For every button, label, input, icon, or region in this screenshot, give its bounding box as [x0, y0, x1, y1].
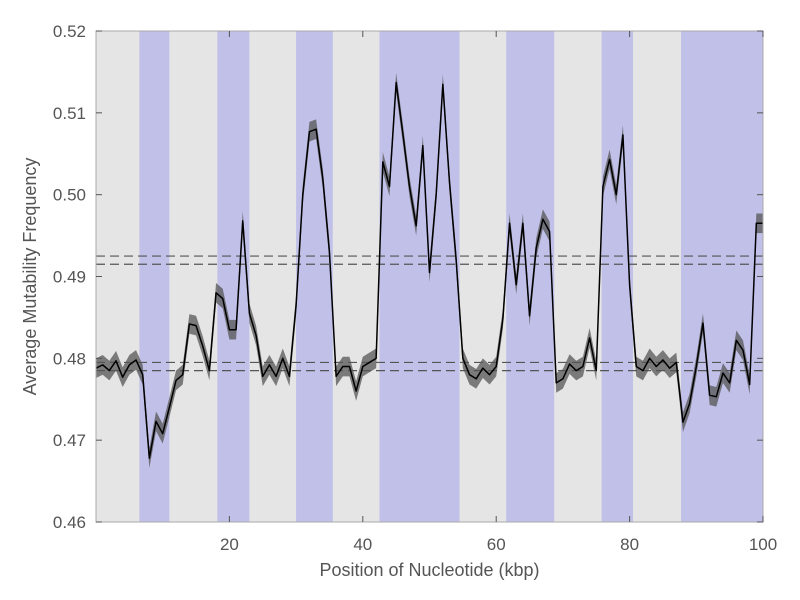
shaded-regions [139, 31, 763, 522]
shaded-region-2 [217, 31, 250, 522]
x-tick-label: 40 [353, 535, 372, 554]
y-axis-label: Average Mutability Frequency [20, 158, 40, 396]
y-tick-label: 0.50 [53, 186, 86, 205]
y-tick-label: 0.52 [53, 22, 86, 41]
y-tick-label: 0.49 [53, 268, 86, 287]
y-tick-label: 0.51 [53, 104, 86, 123]
x-tick-label: 20 [220, 535, 239, 554]
shaded-region-6 [601, 31, 633, 522]
y-tick-label: 0.48 [53, 349, 86, 368]
ticks: 0.46 0.47 0.48 0.49 0.50 0.51 0.52 20 40 60 80 100 [53, 22, 777, 554]
x-tick-label: 80 [620, 535, 639, 554]
y-tick-label: 0.47 [53, 431, 86, 450]
x-tick-label: 60 [487, 535, 506, 554]
shaded-region-7 [680, 31, 763, 522]
x-axis-label: Position of Nucleotide (kbp) [319, 560, 539, 580]
shaded-region-4 [379, 31, 460, 522]
series-line [95, 81, 763, 459]
shaded-region-5 [506, 31, 555, 522]
x-tick-label: 100 [749, 535, 777, 554]
shaded-region-3 [296, 31, 333, 522]
shaded-region-1 [139, 31, 170, 522]
y-tick-label: 0.46 [53, 513, 86, 532]
series [95, 72, 763, 468]
